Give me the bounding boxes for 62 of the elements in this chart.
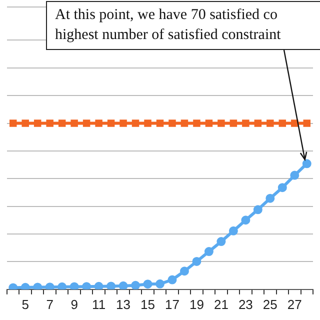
point bbox=[303, 120, 310, 127]
point bbox=[193, 120, 200, 127]
x-tick-label: 9 bbox=[70, 296, 78, 312]
point bbox=[230, 120, 238, 127]
point bbox=[143, 280, 152, 289]
point bbox=[33, 282, 42, 290]
point bbox=[118, 281, 128, 290]
point bbox=[10, 120, 17, 127]
point bbox=[107, 120, 115, 127]
point bbox=[120, 120, 127, 127]
point bbox=[156, 120, 164, 127]
point bbox=[266, 120, 274, 127]
x-tick-label: 15 bbox=[140, 296, 155, 312]
point bbox=[242, 120, 250, 127]
point bbox=[58, 120, 66, 127]
x-tick-label: 23 bbox=[238, 296, 253, 312]
text: At this point, we have 70 satisfied co highest number of satisfied constraint bbox=[46, 1, 320, 50]
point bbox=[278, 183, 287, 192]
point bbox=[82, 120, 90, 127]
x-tick-label: 27 bbox=[287, 296, 302, 312]
point bbox=[168, 275, 177, 284]
x-tick-label: 19 bbox=[189, 296, 204, 312]
point bbox=[192, 256, 202, 266]
point bbox=[20, 282, 30, 290]
x-tick-label: 11 bbox=[92, 296, 106, 312]
point bbox=[144, 120, 152, 127]
point bbox=[204, 247, 214, 256]
point bbox=[22, 120, 29, 127]
point bbox=[94, 282, 104, 290]
point bbox=[291, 120, 298, 127]
point bbox=[95, 120, 102, 127]
point bbox=[216, 237, 226, 246]
x-tick-label: 17 bbox=[165, 296, 180, 312]
x-tick-label: 25 bbox=[262, 296, 278, 312]
point bbox=[253, 205, 262, 214]
point bbox=[218, 120, 225, 127]
point bbox=[205, 120, 213, 127]
point bbox=[290, 170, 300, 180]
point bbox=[228, 226, 238, 236]
point bbox=[58, 282, 67, 290]
point bbox=[45, 282, 54, 290]
point bbox=[156, 279, 164, 288]
point bbox=[180, 266, 189, 276]
point bbox=[70, 282, 79, 290]
point bbox=[131, 280, 140, 290]
point bbox=[106, 282, 116, 290]
point bbox=[132, 120, 140, 127]
point bbox=[278, 120, 286, 127]
point bbox=[82, 282, 92, 290]
point bbox=[254, 120, 262, 127]
x-tick-label: 7 bbox=[46, 296, 54, 312]
point bbox=[180, 120, 188, 127]
point bbox=[70, 120, 78, 127]
point bbox=[46, 120, 54, 127]
point bbox=[168, 120, 176, 127]
point bbox=[302, 159, 312, 168]
x-tick-label: 5 bbox=[22, 296, 29, 312]
point bbox=[266, 194, 275, 203]
point bbox=[34, 120, 42, 127]
x-tick-label: 13 bbox=[116, 296, 131, 312]
point bbox=[241, 216, 250, 225]
x-tick-label: 21 bbox=[214, 296, 228, 312]
